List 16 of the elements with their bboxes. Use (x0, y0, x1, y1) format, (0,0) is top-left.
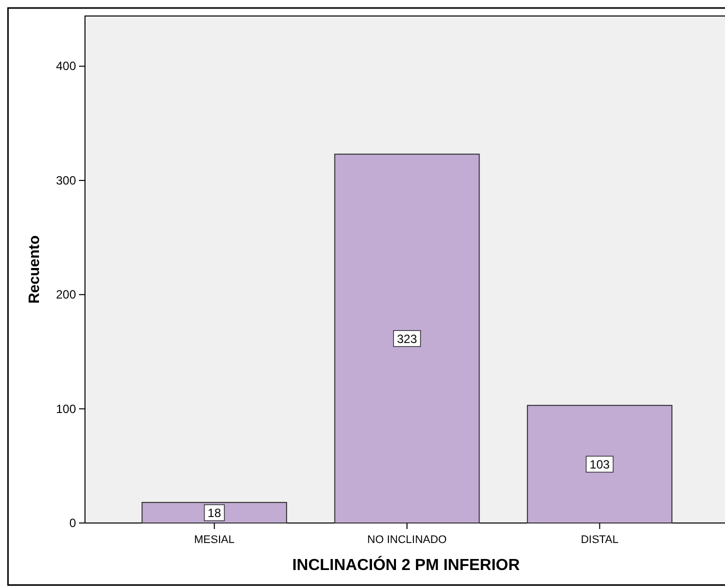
y-tick-label: 0 (69, 516, 76, 530)
y-tick-label: 400 (56, 59, 76, 74)
data-label: 103 (590, 458, 610, 472)
x-tick-label: NO INCLINADO (367, 534, 448, 546)
y-tick-label: 300 (56, 173, 76, 188)
x-axis-title: INCLINACIÓN 2 PM INFERIOR (292, 555, 520, 574)
x-tick-label: MESIAL (194, 534, 235, 546)
bar (142, 502, 288, 524)
x-tick-label: DISTAL (580, 534, 619, 546)
y-axis-title: Recuento (26, 235, 43, 304)
data-label: 323 (396, 332, 418, 346)
bar (334, 154, 480, 524)
bar (526, 404, 672, 524)
data-label: 18 (208, 506, 222, 520)
y-tick-label: 200 (56, 288, 76, 302)
y-tick-label: 100 (56, 402, 76, 416)
